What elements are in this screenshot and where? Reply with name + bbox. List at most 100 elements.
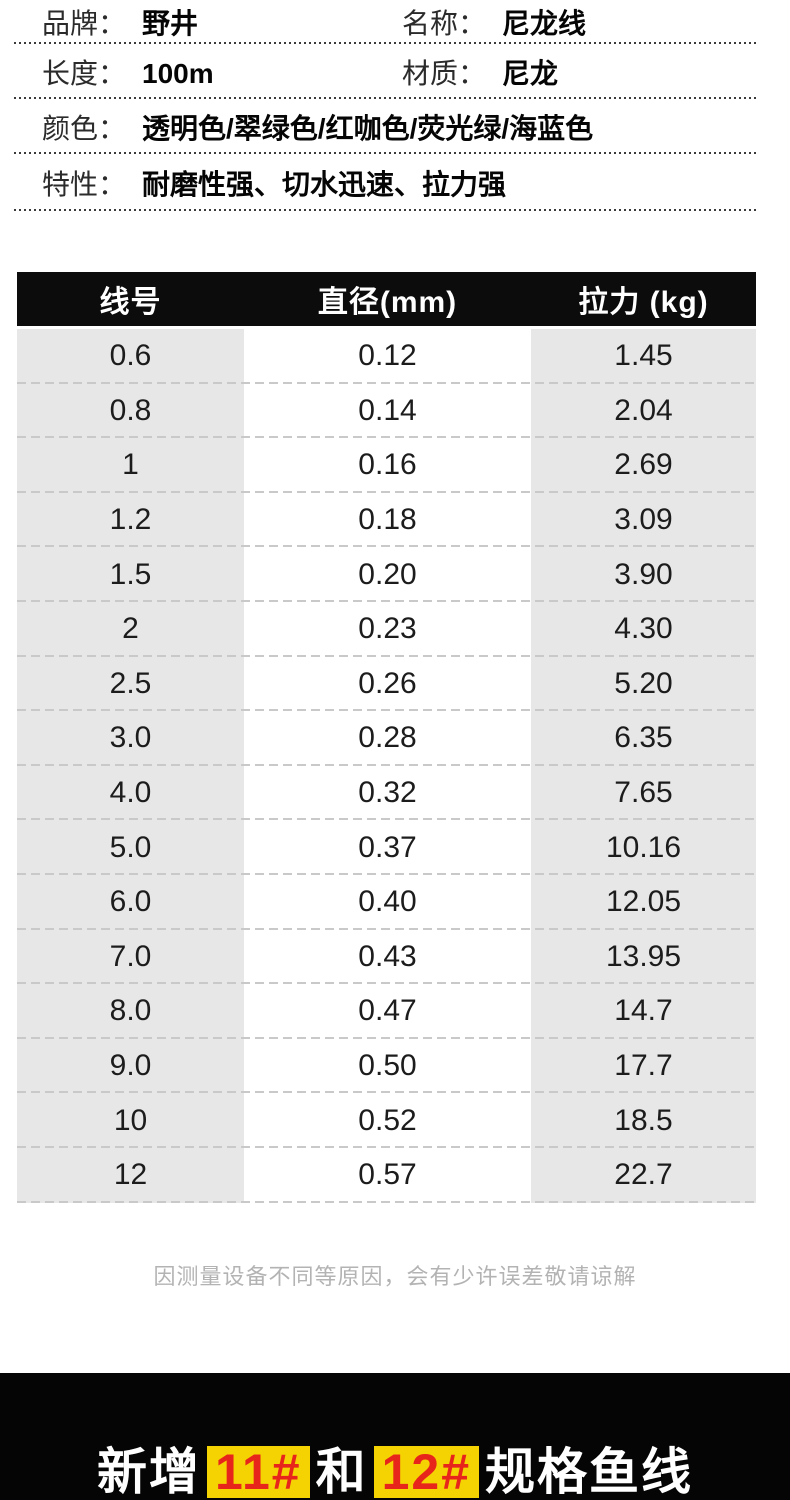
dashed-divider <box>17 1091 756 1094</box>
dashed-divider <box>17 381 756 384</box>
attr-pair-material: 材质： 尼龙 <box>402 52 558 92</box>
spec-table: 线号 直径(mm) 拉力 (kg) 0.6 0.12 1.45 0.8 0.14 2.0… <box>17 272 756 1203</box>
name-value: 尼龙线 <box>502 8 587 39</box>
material-label: 材质： <box>402 57 487 89</box>
name-label: 名称： <box>402 8 487 39</box>
dashed-divider <box>17 709 756 712</box>
attr-pair-length: 长度： 100m <box>42 52 402 92</box>
banner-segment: 新增 <box>96 1444 201 1500</box>
cell-diameter: 0.26 <box>244 656 531 712</box>
cell-tension: 10.16 <box>531 820 756 875</box>
cell-tension: 14.7 <box>531 984 756 1039</box>
table-row: 1.2 0.18 3.09 <box>17 492 756 548</box>
length-label: 长度： <box>42 57 127 89</box>
cell-diameter: 0.52 <box>244 1093 531 1148</box>
cell-line-number: 0.6 <box>17 329 244 384</box>
dashed-divider <box>17 545 756 548</box>
cell-diameter: 0.37 <box>244 820 531 875</box>
cell-diameter: 0.18 <box>244 492 531 548</box>
cell-diameter: 0.50 <box>244 1038 531 1094</box>
cell-line-number: 9.0 <box>17 1038 244 1094</box>
cell-diameter: 0.28 <box>244 711 531 766</box>
banner-segment: 规格鱼线 <box>485 1444 694 1500</box>
cell-tension: 5.20 <box>531 656 756 712</box>
dashed-divider <box>17 436 756 439</box>
cell-tension: 3.09 <box>531 492 756 548</box>
table-row: 2 0.23 4.30 <box>17 601 756 657</box>
dashed-divider <box>17 927 756 930</box>
cell-line-number: 1 <box>17 438 244 493</box>
cell-diameter: 0.12 <box>244 329 531 384</box>
material-value: 尼龙 <box>502 57 559 89</box>
cell-line-number: 4.0 <box>17 765 244 821</box>
new-spec-banner: 新增 11# 和 12# 规格鱼线 <box>0 1373 790 1500</box>
cell-tension: 18.5 <box>531 1093 756 1148</box>
cell-line-number: 6.0 <box>17 874 244 930</box>
cell-line-number: 10 <box>17 1093 244 1148</box>
attr-row-length-material: 长度： 100m 材质： 尼龙 <box>0 44 790 99</box>
table-row: 6.0 0.40 12.05 <box>17 874 756 930</box>
cell-line-number: 1.2 <box>17 492 244 548</box>
banner-segment: 和 <box>315 1444 368 1500</box>
attr-row-brand-name: 品牌： 野井 名称： 尼龙线 <box>0 0 790 44</box>
cell-tension: 3.90 <box>531 547 756 602</box>
table-row: 10 0.52 18.5 <box>17 1093 756 1148</box>
cell-tension: 4.30 <box>531 601 756 657</box>
cell-diameter: 0.14 <box>244 383 531 439</box>
attr-pair-color: 颜色： 透明色/翠绿色/红咖色/荧光绿/海蓝色 <box>42 107 593 147</box>
table-row: 12 0.57 22.7 <box>17 1147 756 1203</box>
dashed-divider <box>17 872 756 875</box>
dashed-divider <box>17 599 756 602</box>
color-value: 透明色/翠绿色/红咖色/荧光绿/海蓝色 <box>142 112 594 144</box>
cell-diameter: 0.20 <box>244 547 531 602</box>
brand-label: 品牌： <box>42 8 127 39</box>
table-row: 0.8 0.14 2.04 <box>17 383 756 439</box>
header-diameter: 直径(mm) <box>317 286 458 319</box>
dotted-divider <box>14 209 756 211</box>
color-label: 颜色： <box>42 112 127 144</box>
cell-tension: 12.05 <box>531 874 756 930</box>
attr-pair-features: 特性： 耐磨性强、切水迅速、拉力强 <box>42 163 506 203</box>
table-row: 1 0.16 2.69 <box>17 438 756 493</box>
table-row: 7.0 0.43 13.95 <box>17 929 756 985</box>
attribute-section: 品牌： 野井 名称： 尼龙线 长度： 100m 材质： 尼龙 颜色： 透 <box>0 0 790 211</box>
cell-diameter: 0.43 <box>244 929 531 985</box>
brand-value: 野井 <box>142 8 199 39</box>
table-row: 4.0 0.32 7.65 <box>17 765 756 821</box>
features-value: 耐磨性强、切水迅速、拉力强 <box>142 168 507 200</box>
table-row: 0.6 0.12 1.45 <box>17 329 756 384</box>
attr-pair-brand: 品牌： 野井 <box>42 2 402 42</box>
cell-tension: 6.35 <box>531 711 756 766</box>
cell-line-number: 2 <box>17 601 244 657</box>
table-row: 5.0 0.37 10.16 <box>17 820 756 875</box>
header-tension: 拉力 (kg) <box>578 286 709 319</box>
cell-line-number: 0.8 <box>17 383 244 439</box>
table-row: 3.0 0.28 6.35 <box>17 711 756 766</box>
dashed-divider <box>17 1036 756 1039</box>
dashed-divider <box>17 654 756 657</box>
cell-diameter: 0.32 <box>244 765 531 821</box>
table-row: 2.5 0.26 5.20 <box>17 656 756 712</box>
dotted-divider <box>14 97 756 99</box>
cell-tension: 22.7 <box>531 1147 756 1203</box>
dashed-divider <box>17 982 756 985</box>
cell-diameter: 0.23 <box>244 601 531 657</box>
cell-diameter: 0.47 <box>244 984 531 1039</box>
length-value: 100m <box>142 57 214 89</box>
dashed-divider <box>17 763 756 766</box>
dashed-divider <box>17 1145 756 1148</box>
cell-diameter: 0.16 <box>244 438 531 493</box>
table-body: 0.6 0.12 1.45 0.8 0.14 2.04 1 0.16 2.69 1.2 0.1… <box>17 329 756 1203</box>
cell-line-number: 7.0 <box>17 929 244 985</box>
cell-tension: 7.65 <box>531 765 756 821</box>
features-label: 特性： <box>42 168 127 200</box>
cell-line-number: 2.5 <box>17 656 244 712</box>
cell-line-number: 8.0 <box>17 984 244 1039</box>
attr-pair-name: 名称： 尼龙线 <box>402 2 586 42</box>
cell-tension: 2.04 <box>531 383 756 439</box>
dashed-divider <box>17 490 756 493</box>
banner-text: 新增 11# 和 12# 规格鱼线 <box>97 1446 693 1498</box>
banner-highlight-12: 12# <box>373 1446 480 1498</box>
measurement-disclaimer: 因测量设备不同等原因，会有少许误差敬请谅解 <box>153 1263 637 1289</box>
